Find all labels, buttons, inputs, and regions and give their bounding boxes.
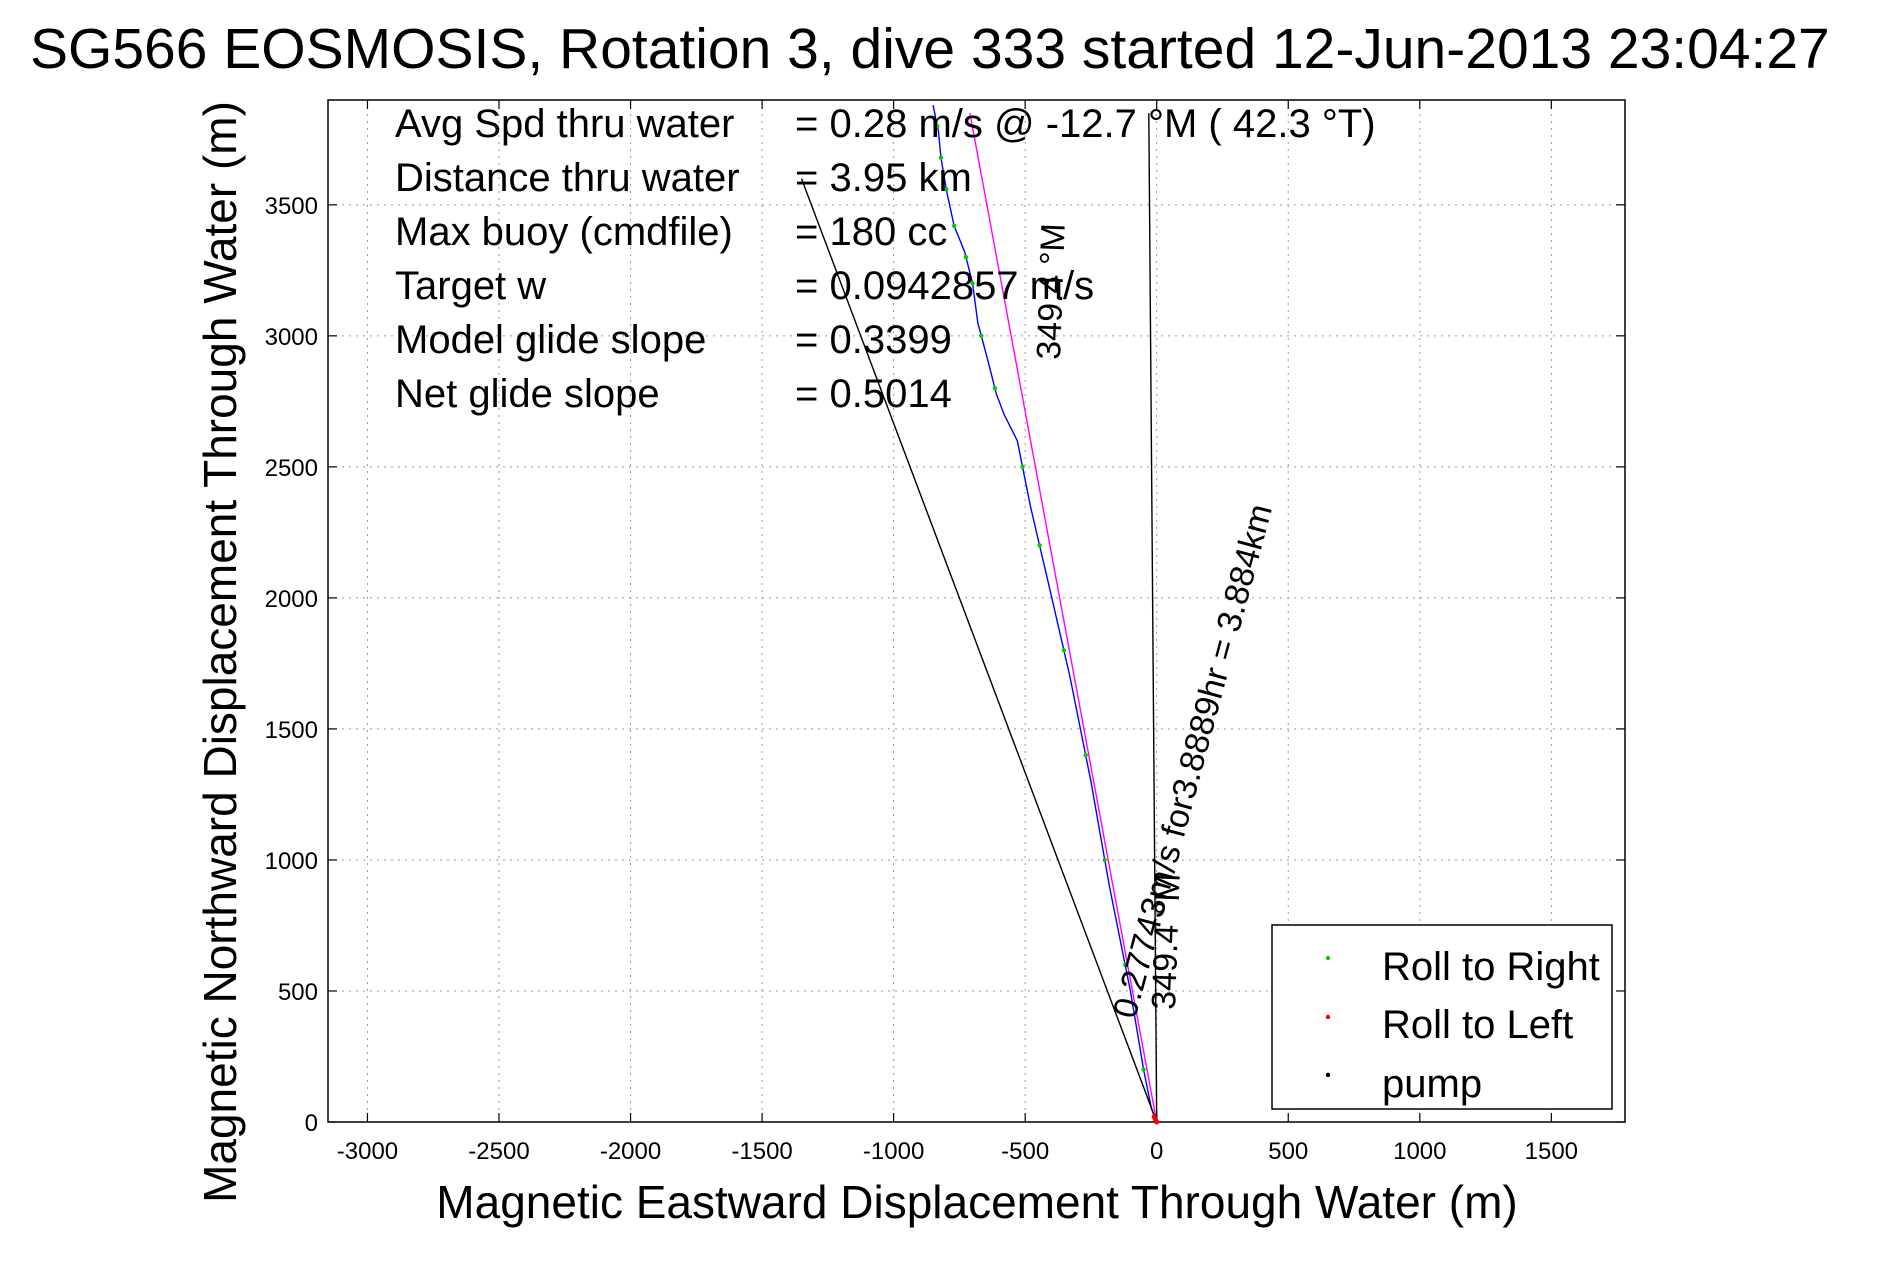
series xyxy=(800,105,1158,1123)
info-label-3: Target w xyxy=(395,264,546,308)
roll-right-marker xyxy=(1020,464,1025,470)
roll-right-marker xyxy=(1083,752,1088,758)
x-tick-label: -2000 xyxy=(600,1138,661,1165)
y-tick-label: 500 xyxy=(278,979,318,1006)
series-line-net-line xyxy=(800,178,1158,1123)
x-tick-label: 1000 xyxy=(1393,1138,1446,1165)
x-tick-label: 1500 xyxy=(1525,1138,1578,1165)
roll-right-marker xyxy=(1102,857,1107,863)
legend-swatch-roll-right xyxy=(1325,955,1331,961)
roll-right-marker xyxy=(951,223,957,228)
info-value-0: = 0.28 m/s @ -12.7 °M ( 42.3 °T) xyxy=(795,102,1376,146)
upper-heading: 349.4 °M xyxy=(1030,223,1073,361)
y-tick-label: 2000 xyxy=(265,586,318,613)
series-line-heading-line xyxy=(969,112,1158,1123)
markers xyxy=(935,124,1160,1125)
x-tick-label: -3000 xyxy=(337,1138,398,1165)
y-tick-label: 0 xyxy=(305,1110,318,1137)
series-line-track xyxy=(932,105,1158,1123)
info-label-1: Distance thru water xyxy=(395,156,740,200)
y-tick-labels: 0 500 1000 1500 2000 2500 3000 3500 xyxy=(265,193,318,1137)
roll-right-marker xyxy=(944,186,949,192)
legend-label-roll-left: Roll to Left xyxy=(1382,1003,1573,1047)
roll-right-marker xyxy=(935,124,940,129)
roll-right-marker xyxy=(970,281,975,286)
y-axis-label: Magnetic Northward Displacement Through … xyxy=(194,101,246,1203)
roll-right-marker xyxy=(1141,1067,1146,1072)
roll-right-marker xyxy=(992,386,998,391)
legend-label-pump: pump xyxy=(1382,1062,1482,1106)
info-label-0: Avg Spd thru water xyxy=(395,102,734,146)
x-tick-label: -2500 xyxy=(468,1138,529,1165)
x-tick-label: -500 xyxy=(1001,1138,1049,1165)
roll-right-marker xyxy=(938,155,944,160)
long-line-label: 0.27743m/s for3.8889hr = 3.884km xyxy=(1106,500,1280,1022)
series-line-vertical-line xyxy=(1148,113,1158,1123)
x-tick-label: -1000 xyxy=(863,1138,924,1165)
info-label-2: Max buoy (cmdfile) xyxy=(395,210,733,254)
roll-right-marker xyxy=(963,255,969,260)
y-tick-label: 3500 xyxy=(265,193,318,220)
info-block: Avg Spd thru water = 0.28 m/s @ -12.7 °M… xyxy=(395,102,1376,416)
x-tick-label: 500 xyxy=(1268,1138,1308,1165)
info-label-5: Net glide slope xyxy=(395,372,660,416)
info-value-3: = 0.0942857 m/s xyxy=(795,264,1094,308)
x-axis-label: Magnetic Eastward Displacement Through W… xyxy=(436,1176,1517,1228)
y-tick-label: 1500 xyxy=(265,717,318,744)
long-line-heading: 349.4 °M xyxy=(1145,873,1188,1011)
legend: Roll to Right Roll to Left pump xyxy=(1271,924,1613,1110)
y-tick-label: 2500 xyxy=(265,455,318,482)
plot-frame xyxy=(327,99,1626,1123)
legend-label-roll-right: Roll to Right xyxy=(1382,945,1600,989)
roll-right-marker xyxy=(979,333,984,339)
roll-left-marker xyxy=(1151,1114,1157,1120)
grid xyxy=(328,100,1625,1123)
info-value-5: = 0.5014 xyxy=(795,372,952,416)
y-tick-label: 1000 xyxy=(265,848,318,875)
legend-swatch-pump xyxy=(1325,1072,1331,1078)
info-value-2: = 180 cc xyxy=(795,210,947,254)
roll-right-marker xyxy=(1037,543,1042,548)
x-tick-label: -1500 xyxy=(731,1138,792,1165)
y-tick-label: 3000 xyxy=(265,324,318,351)
x-tick-labels: -3000 -2500 -2000 -1500 -1000 -500 0 500 1000 150… xyxy=(337,1138,1578,1165)
info-value-1: = 3.95 km xyxy=(795,156,972,200)
chart-title: SG566 EOSMOSIS, Rotation 3, dive 333 sta… xyxy=(30,17,1830,81)
legend-swatch-roll-left xyxy=(1325,1014,1331,1020)
info-value-4: = 0.3399 xyxy=(795,318,952,362)
roll-right-marker xyxy=(1061,648,1067,653)
roll-right-marker xyxy=(1122,962,1128,967)
info-label-4: Model glide slope xyxy=(395,318,706,362)
x-tick-label: 0 xyxy=(1150,1138,1163,1165)
